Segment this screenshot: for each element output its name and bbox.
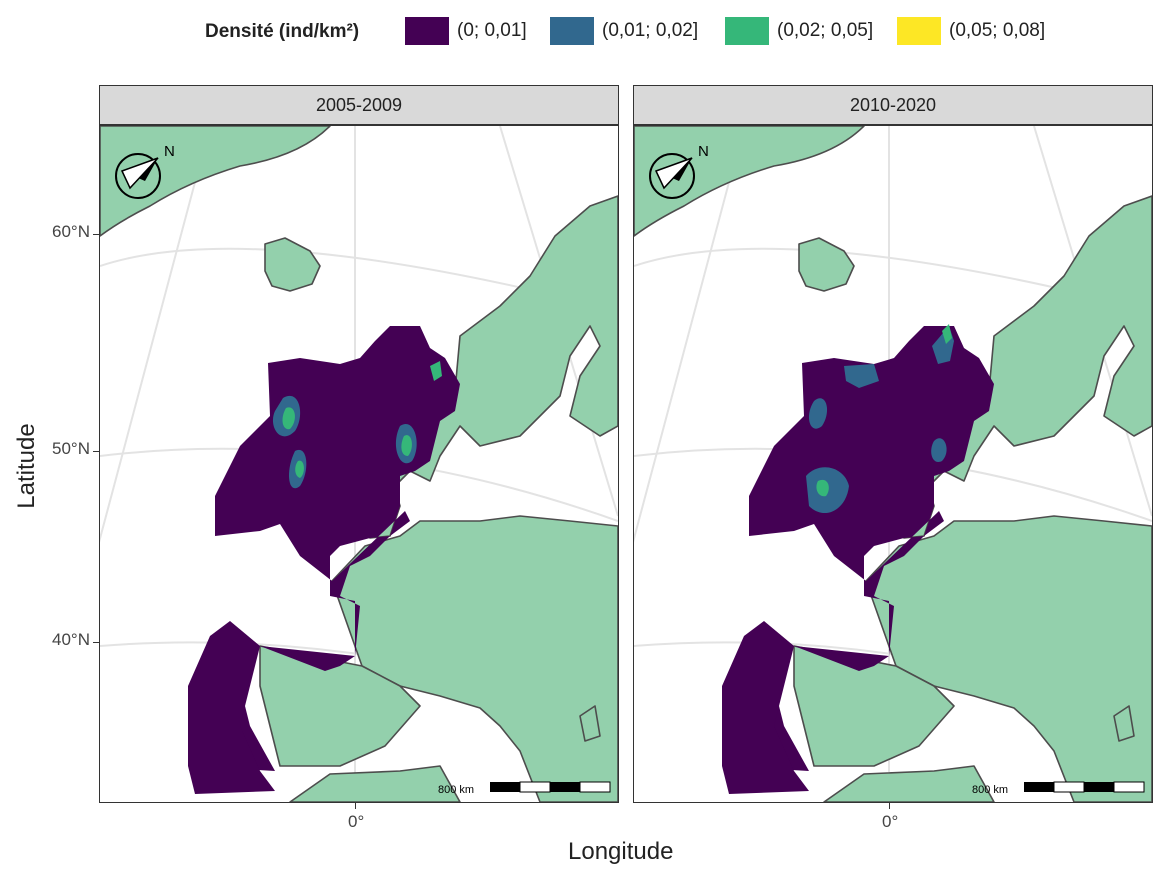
legend-label: (0,05; 0,08] (949, 20, 1046, 41)
north-label: N (164, 143, 175, 160)
x-tick-mark (355, 803, 356, 809)
density-grid (188, 326, 460, 794)
north-arrow: N (649, 143, 709, 199)
legend: Densité (ind/km²) (0; 0,01] (0,01; 0,02]… (0, 15, 1170, 47)
y-tick-label: 40°N (52, 630, 90, 649)
map-panel-2005-2009: 2005-2009 (99, 85, 619, 803)
legend-swatch (897, 17, 941, 45)
legend-swatch (405, 17, 449, 45)
y-tick-label: 60°N (52, 222, 90, 241)
x-tick-label: 0° (348, 812, 365, 831)
legend-swatch (550, 17, 594, 45)
y-tick-label: 50°N (52, 439, 90, 458)
scale-bar-label: 800 km (972, 784, 1008, 796)
scale-bar: 800 km (972, 781, 1145, 796)
panel-title: 2005-2009 (99, 85, 619, 125)
y-tick-mark (93, 642, 99, 643)
x-axis-title: Longitude (568, 838, 674, 865)
map-svg: N 800 km (100, 126, 618, 802)
y-tick-mark (93, 451, 99, 452)
legend-swatch (725, 17, 769, 45)
legend-label: (0,02; 0,05] (777, 20, 874, 41)
legend-label: (0,01; 0,02] (602, 20, 699, 41)
y-tick-mark (93, 234, 99, 235)
map-plot: N 800 km (99, 125, 619, 803)
y-axis-title: Latitude (13, 423, 40, 509)
scale-bar: 800 km (438, 781, 611, 796)
panel-title: 2010-2020 (633, 85, 1153, 125)
map-panel-2010-2020: 2010-2020 (633, 85, 1153, 803)
north-label: N (698, 143, 709, 160)
density-grid (722, 324, 994, 794)
scale-bar-label: 800 km (438, 784, 474, 796)
north-arrow: N (115, 143, 175, 199)
map-svg: N 800 km (634, 126, 1152, 802)
legend-label: (0; 0,01] (457, 20, 527, 41)
x-tick-mark (889, 803, 890, 809)
land (100, 126, 618, 802)
legend-title: Densité (ind/km²) (205, 21, 360, 42)
map-plot: N 800 km (633, 125, 1153, 803)
x-tick-label: 0° (882, 812, 899, 831)
